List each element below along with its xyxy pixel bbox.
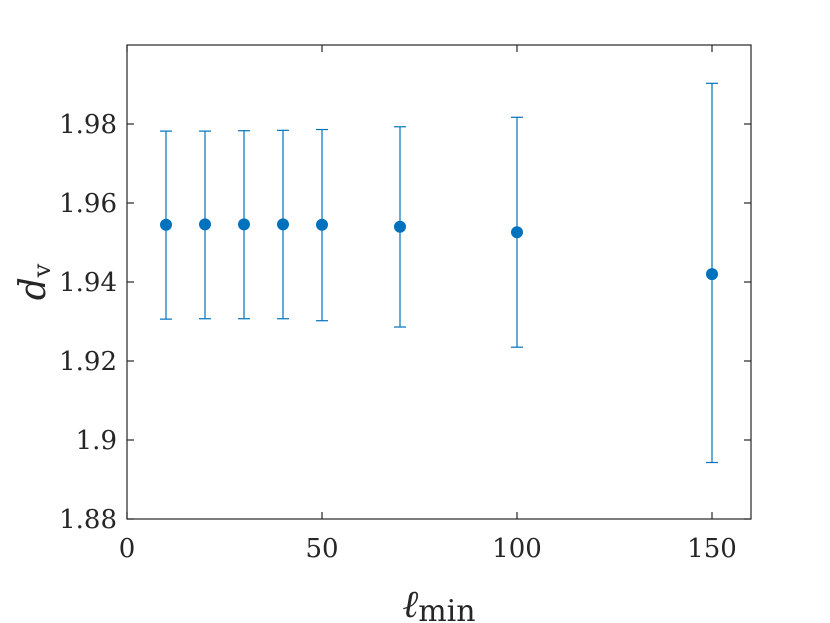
data-point: [199, 218, 211, 231]
y-tick-label: 1.92: [59, 347, 117, 377]
x-axis-title-main: ℓ: [402, 582, 418, 623]
y-tick-label: 1.96: [59, 189, 117, 219]
errorbar-point: [316, 128, 328, 322]
errorbar-point: [199, 130, 211, 320]
errorbar-point: [238, 130, 250, 320]
errorbar-point: [511, 116, 523, 348]
x-axis-title-subscript: min: [418, 594, 475, 623]
data-point: [394, 220, 406, 233]
data-point: [706, 268, 718, 281]
x-axis-ticks: 0 50 100 150: [119, 45, 737, 564]
y-tick-label: 1.94: [59, 268, 117, 298]
y-tick-label: 1.88: [59, 505, 117, 535]
x-tick-label: 0: [119, 534, 136, 564]
y-axis-title: dv: [13, 263, 56, 300]
data-point: [316, 218, 328, 231]
data-series: [160, 82, 718, 464]
x-axis-title: ℓmin: [402, 582, 475, 623]
y-tick-label: 1.9: [76, 426, 117, 456]
x-tick-label: 100: [492, 534, 542, 564]
y-tick-label: 1.98: [59, 110, 117, 140]
y-axis-ticks: 1.88 1.9 1.92 1.94 1.96 1.98: [59, 110, 751, 535]
errorbar-point: [160, 130, 172, 320]
plot-area: [126, 44, 752, 520]
y-axis-title-main: d: [13, 277, 54, 300]
errorbar-point: [706, 82, 718, 464]
errorbar-point: [394, 126, 406, 328]
x-tick-label: 50: [305, 534, 338, 564]
data-point: [511, 226, 523, 239]
y-axis-title-subscript: v: [28, 263, 56, 278]
data-point: [238, 218, 250, 231]
data-point: [277, 218, 289, 231]
data-point: [160, 218, 172, 231]
x-tick-label: 150: [687, 534, 737, 564]
errorbar-point: [277, 129, 289, 320]
